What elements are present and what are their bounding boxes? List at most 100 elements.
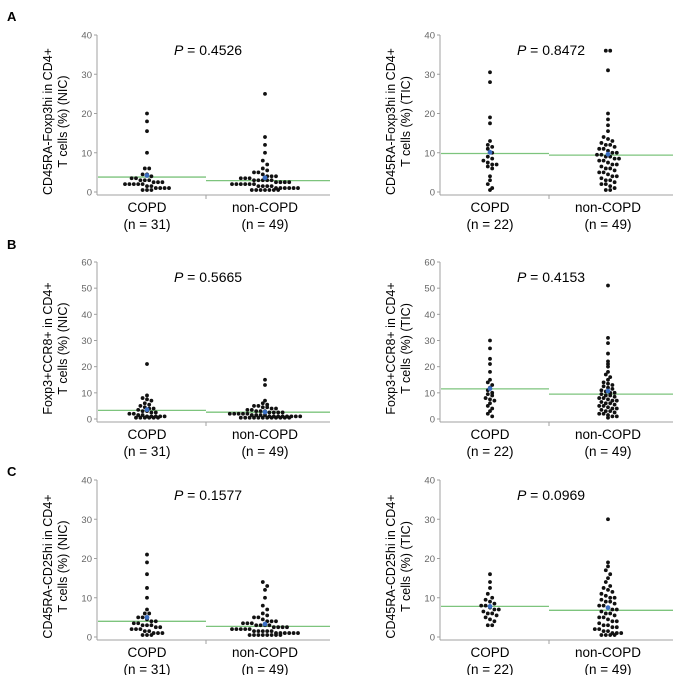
data-point <box>606 588 610 592</box>
data-point <box>490 623 495 628</box>
data-point <box>263 91 267 96</box>
y-tick-label: 60 <box>81 258 92 269</box>
data-point <box>483 396 488 400</box>
data-point <box>488 572 492 577</box>
data-point <box>227 411 232 416</box>
data-point <box>492 398 497 403</box>
data-point <box>601 629 606 634</box>
data-point <box>291 186 296 190</box>
p-symbol: P <box>517 487 527 503</box>
data-point <box>269 174 274 179</box>
data-point <box>612 144 617 149</box>
data-point <box>610 625 615 630</box>
data-point <box>260 629 265 634</box>
chart-svg: 0 10 20 30 40 CD45RA-Foxp3hi in CD4+ T cells (… <box>41 31 330 232</box>
data-point <box>610 607 615 612</box>
data-point <box>162 186 167 190</box>
data-point <box>269 184 274 189</box>
y-tick-label: 0 <box>87 188 92 199</box>
data-point <box>603 48 608 53</box>
data-point <box>254 188 259 192</box>
data-point <box>234 627 239 632</box>
data-point <box>608 572 613 577</box>
y-tick-label: 10 <box>81 388 92 399</box>
data-point <box>606 564 610 569</box>
data-point <box>265 184 270 189</box>
data-point <box>614 625 619 630</box>
data-point <box>485 182 490 187</box>
mean-marker <box>144 615 150 620</box>
data-point <box>601 404 606 408</box>
mean-marker <box>144 407 150 413</box>
data-point <box>252 404 256 408</box>
y-axis-label-line2: T cells (%) (TIC) <box>399 76 413 167</box>
data-point <box>603 182 608 187</box>
y-tick-label: 0 <box>430 415 435 426</box>
data-point <box>131 621 136 626</box>
data-point <box>153 410 158 415</box>
data-point <box>136 621 141 626</box>
data-point <box>247 182 252 187</box>
data-point <box>123 182 127 187</box>
data-point <box>287 186 292 190</box>
data-point <box>162 414 167 419</box>
data-point <box>136 182 141 187</box>
data-point <box>490 156 495 161</box>
data-point <box>612 168 617 173</box>
y-tick-label: 0 <box>430 633 435 644</box>
data-point <box>608 184 613 189</box>
sample-size-label: (n = 22) <box>467 444 514 459</box>
y-tick-label: 20 <box>424 109 435 120</box>
data-point <box>488 397 492 402</box>
data-point <box>488 356 492 361</box>
y-tick-label: 20 <box>81 554 92 565</box>
data-point <box>488 401 492 406</box>
data-point <box>260 633 265 637</box>
data-point <box>606 381 610 386</box>
data-point <box>293 414 298 419</box>
data-point <box>252 415 256 420</box>
data-point <box>260 617 265 622</box>
data-point <box>488 139 492 143</box>
data-point <box>614 174 619 179</box>
sample-size-label: (n = 49) <box>242 662 289 675</box>
data-point <box>140 623 145 628</box>
data-point <box>483 615 488 620</box>
data-point <box>608 48 613 53</box>
data-point <box>597 158 602 163</box>
data-point <box>256 629 261 634</box>
y-tick-label: 10 <box>81 148 92 159</box>
data-point <box>147 178 152 183</box>
data-point <box>241 621 245 626</box>
data-point <box>149 188 154 192</box>
data-point <box>485 164 490 169</box>
panel-label-c: C <box>7 464 17 479</box>
data-point <box>614 162 619 167</box>
data-point <box>490 166 495 171</box>
data-point <box>260 611 265 616</box>
category-label: non-COPD <box>232 200 298 215</box>
data-point <box>285 625 289 630</box>
mean-marker <box>605 388 611 394</box>
p-symbol: P <box>517 269 527 285</box>
p-value-annotation: P = 0.4153 <box>517 269 585 285</box>
data-point <box>601 135 606 139</box>
data-point <box>483 597 488 602</box>
sample-size-label: (n = 31) <box>124 217 171 232</box>
p-symbol: P <box>174 42 184 58</box>
data-point <box>595 152 599 157</box>
data-point <box>153 625 158 630</box>
data-point <box>145 572 149 577</box>
data-point <box>603 393 608 398</box>
data-point <box>614 398 619 403</box>
mean-marker <box>605 605 611 611</box>
data-point <box>156 631 160 635</box>
sample-size-label: (n = 49) <box>585 444 632 459</box>
data-point <box>606 335 610 340</box>
data-point <box>612 390 617 395</box>
y-tick-label: 50 <box>81 284 92 295</box>
data-point <box>597 627 602 632</box>
data-point <box>490 144 495 149</box>
p-symbol: P <box>174 269 184 285</box>
data-point <box>603 580 608 584</box>
